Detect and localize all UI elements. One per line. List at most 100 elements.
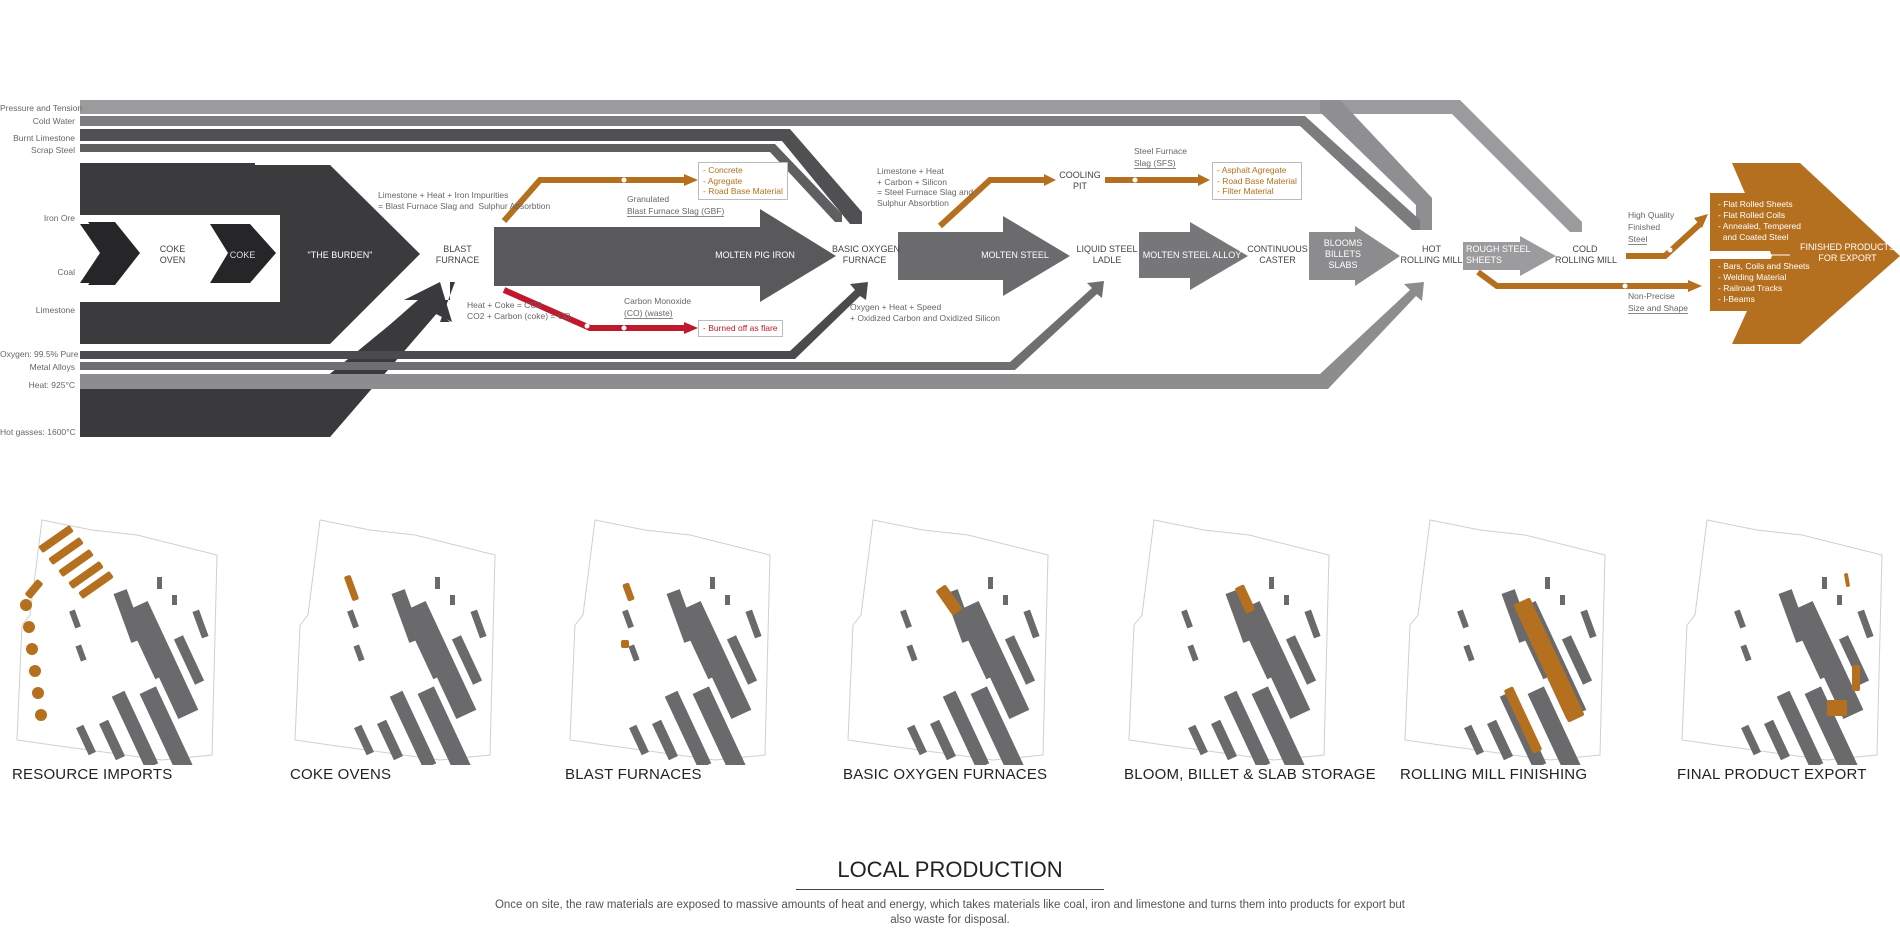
highlight-area [621,640,629,648]
building [75,644,87,662]
input-iron-ore: Iron Ore [43,213,75,223]
building [629,724,649,756]
map-title-bof: BASIC OXYGEN FURNACES [843,766,1048,783]
building [354,724,374,756]
sfs-uses-box: - Asphalt Agregate - Road Base Material … [1212,162,1302,200]
silo [23,621,35,633]
sfs-branch-head [1198,174,1210,186]
co-branch [502,287,686,331]
silo [26,643,38,655]
building [192,609,209,639]
building [450,595,455,605]
gbf-branch [501,177,686,223]
site-map-blast [569,519,771,765]
highlight-area [68,561,104,589]
note-gbf-2: Blast Furnace Slag (GBF) [627,206,725,217]
scrap-steel-band [80,144,842,222]
rough-sheets-arrow [1463,236,1556,276]
map-title-bloom: BLOOM, BILLET & SLAB STORAGE [1124,766,1376,783]
input-metal-alloys: Metal Alloys [29,362,75,372]
building [111,690,159,765]
highlight-area [25,579,43,599]
stage-blast-furnace: BLAST FURNACE [435,244,480,265]
input-coal: Coal [57,267,75,277]
note-sfs-2-wrap: Slag (SFS) [1134,158,1176,169]
building [745,609,762,639]
alloy-arrow [1139,222,1248,290]
gbf-branch-head [684,174,698,186]
building [1764,719,1790,761]
building [1251,686,1315,765]
blooms-arrow [1309,226,1400,286]
map-title-blast: BLAST FURNACES [565,766,702,783]
products-bars-list: - Bars, Coils and Sheets - Welding Mater… [1718,261,1810,305]
building [958,600,1030,720]
stage-coke: COKE [229,250,256,260]
stage-alloy: MOLTEN STEEL ALLOY [1142,250,1242,260]
building [1285,635,1317,685]
highlight-area [1504,686,1542,754]
highlight-area [1844,573,1850,587]
footer-text: Once on site, the raw materials are expo… [494,899,1406,926]
building [680,600,752,720]
building [1822,577,1827,589]
site-outline [847,519,1049,761]
coke-arrow [210,224,276,283]
highlight-area [622,582,635,602]
stage-cooling-pit: COOLING PIT [1059,170,1101,191]
burden-arrow [80,163,420,344]
highlight-area [58,549,94,577]
building [1545,577,1550,589]
building [622,609,634,629]
stage-molten-steel: MOLTEN STEEL [981,250,1049,260]
building [353,644,365,662]
process-flow-diagram [80,100,1900,437]
note-bf-reaction: Limestone + Heat + Iron Impurities = Bla… [378,190,551,211]
heat-band [80,282,1424,389]
note-sfs-1: Steel Furnace [1134,146,1187,156]
highlight-area [78,571,114,599]
product-list-bg-2 [1710,259,1794,311]
building [470,609,487,639]
site-outline [1681,519,1883,761]
building [628,644,640,662]
building [405,600,477,720]
building [692,686,756,765]
np-dot [1622,283,1628,289]
coke-oven-arrow-shape [80,224,138,283]
note-co-2-wrap: (CO) (waste) [624,308,673,319]
np-branch-head [1688,280,1702,292]
building [1304,609,1321,639]
note-bf-gas: Heat + Coke = CO2 CO2 + Carbon (coke) = … [467,300,571,321]
stage-hot-mill: HOT ROLLING MILL [1400,244,1463,265]
stage-rough-sheets: ROUGH STEEL SHEETS [1466,244,1531,265]
building [726,635,758,685]
building [1188,724,1208,756]
site-map-bof [847,519,1049,765]
hot-gasses-rise [80,282,452,437]
molten-steel-arrow [898,216,1070,296]
building [1561,635,1593,685]
building [1580,609,1597,639]
input-hot-gasses: Hot gasses: 1600°C [0,427,76,437]
building [139,686,203,765]
hq-dot [1667,247,1673,253]
building [652,719,678,761]
building [1003,595,1008,605]
pressure-band [80,100,1582,232]
stage-blooms: BLOOMS BILLETS SLABS [1323,238,1363,270]
building [710,577,715,589]
note-co-1: Carbon Monoxide [624,296,692,306]
note-hq-1: High Quality [1628,210,1675,220]
products-flat-list: - Flat Rolled Sheets - Flat Rolled Coils… [1718,199,1802,243]
hq-branch [1626,221,1703,259]
hq-branch-head [1694,214,1708,228]
note-np-1: Non-Precise [1628,291,1675,301]
silo [35,709,47,721]
molten-pig-iron-arrow [494,209,836,302]
building [1560,595,1565,605]
stage-bof: BASIC OXYGEN FURNACE [832,244,901,265]
note-gbf-1: Granulated [627,194,670,204]
pressure-band-to-hot [1320,100,1432,230]
building [1464,724,1484,756]
